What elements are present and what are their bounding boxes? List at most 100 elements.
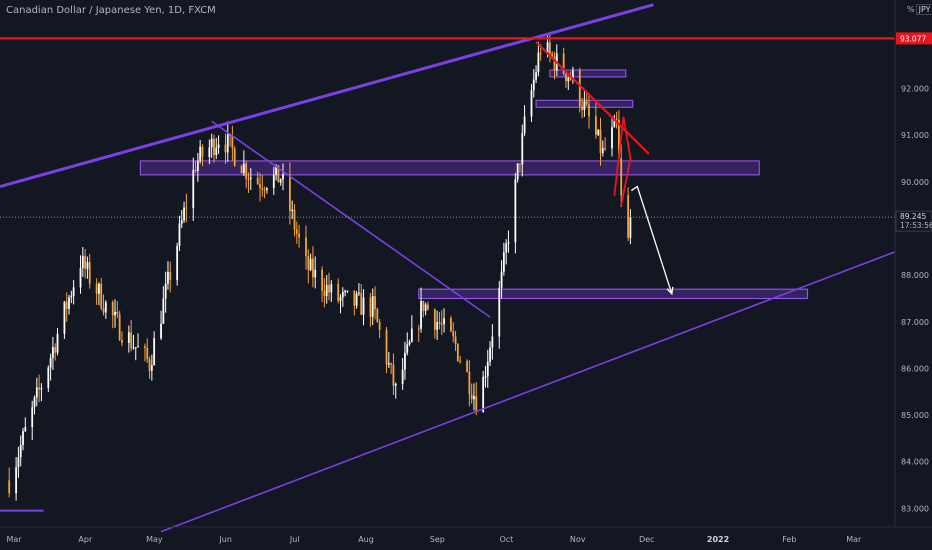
candle-body [47, 367, 50, 388]
bar-countdown-label: 17:53:56 [900, 221, 932, 230]
candle-body [571, 70, 574, 80]
candle-body [134, 347, 137, 349]
time-tick-label: May [146, 535, 163, 544]
candle-body [86, 262, 89, 269]
candle-body [618, 119, 620, 159]
candle-body [482, 376, 485, 413]
candle-body [578, 70, 581, 107]
candle-body [164, 283, 167, 299]
candle-body [390, 363, 393, 365]
upper-channel-line [0, 3, 654, 188]
candle-body [146, 347, 149, 360]
percent-scale-toggle[interactable]: % [907, 5, 915, 14]
candle-body [247, 178, 250, 180]
price-tick-label: 91.000 [901, 131, 929, 140]
candle-body [404, 352, 406, 370]
candle-body [466, 360, 468, 372]
candle-body [38, 387, 41, 390]
candle-body [150, 365, 153, 371]
candle-body [81, 255, 84, 269]
candle-body [401, 369, 404, 384]
candle-body [585, 101, 588, 105]
candle-body [127, 332, 130, 343]
candle-body [265, 188, 268, 190]
lower-channel-line [160, 251, 896, 533]
time-axis[interactable]: Mar Apr May Jun Jul Aug Sep Oct Nov Dec 2022 Feb Mar [0, 526, 932, 544]
candle-body [535, 72, 537, 80]
time-tick-label: Feb [782, 535, 796, 544]
candle-body [118, 314, 121, 340]
candle-body [208, 147, 211, 157]
candle-body [295, 229, 298, 234]
candle-body [514, 179, 517, 243]
scale-controls[interactable]: % JPY [907, 4, 932, 15]
candle-body [473, 396, 475, 400]
candle-body [424, 304, 427, 311]
trend-drawings [0, 3, 896, 533]
price-zone [418, 288, 809, 299]
candle-body [521, 133, 524, 165]
candle-body [613, 119, 616, 128]
time-tick-label: 2022 [707, 535, 729, 544]
candle-body [339, 297, 342, 301]
candle-body [33, 397, 36, 408]
candle-body [160, 323, 162, 339]
candle-body [323, 290, 326, 297]
candle-body [288, 174, 291, 212]
price-tick-label: 86.000 [901, 364, 929, 373]
price-axis[interactable]: 92.000 91.000 90.000 88.000 87.000 86.000 85.0… [894, 0, 932, 527]
time-tick-label: Nov [570, 535, 586, 544]
candle-body [433, 309, 436, 330]
candle-body [422, 301, 425, 311]
price-tick-label: 85.000 [901, 411, 929, 420]
candle-body [475, 396, 478, 413]
candle-body [376, 309, 379, 323]
candle-body [562, 53, 565, 74]
candle-body [502, 252, 505, 272]
candle-body [539, 52, 542, 54]
candle-body [325, 284, 328, 297]
candle-body [215, 147, 218, 156]
candle-body [31, 407, 34, 428]
candle-body [293, 209, 296, 230]
candle-body [194, 169, 197, 171]
candle-body [369, 297, 372, 317]
time-tick-label: Mar [846, 535, 862, 544]
candle-body [176, 246, 179, 280]
candle-body [420, 301, 422, 329]
candle-body [427, 304, 429, 310]
last-price-tag [895, 210, 932, 232]
candle-body [249, 177, 252, 180]
candle-body [104, 302, 107, 313]
candle-body [484, 376, 487, 378]
candle-body [459, 360, 462, 362]
candle-body [130, 332, 133, 349]
candle-body [100, 283, 103, 309]
candle-body [240, 165, 243, 174]
projection-arrow-head [666, 286, 674, 296]
currency-badge[interactable]: JPY [915, 4, 932, 15]
candle-body [567, 77, 570, 82]
candle-body [199, 146, 202, 161]
candle-body [291, 209, 294, 212]
candle-body [169, 271, 172, 280]
price-tick-label: 90.000 [901, 178, 929, 187]
candle-body [371, 296, 374, 317]
candle-body [385, 330, 388, 365]
price-zone [139, 160, 760, 176]
candle-body [604, 148, 607, 150]
candle-body [242, 163, 245, 174]
candle-body [454, 336, 457, 344]
candle-body [362, 297, 365, 315]
wedge-upper-line [535, 41, 650, 155]
candle-body [102, 308, 105, 313]
time-tick-label: Aug [358, 535, 374, 544]
candle-body [532, 79, 535, 91]
candle-body [263, 189, 266, 191]
candle-body [394, 383, 397, 386]
time-tick-label: Mar [6, 535, 22, 544]
price-tick-label: 84.000 [901, 458, 929, 467]
candle-body [569, 77, 572, 80]
candle-body [95, 283, 98, 294]
